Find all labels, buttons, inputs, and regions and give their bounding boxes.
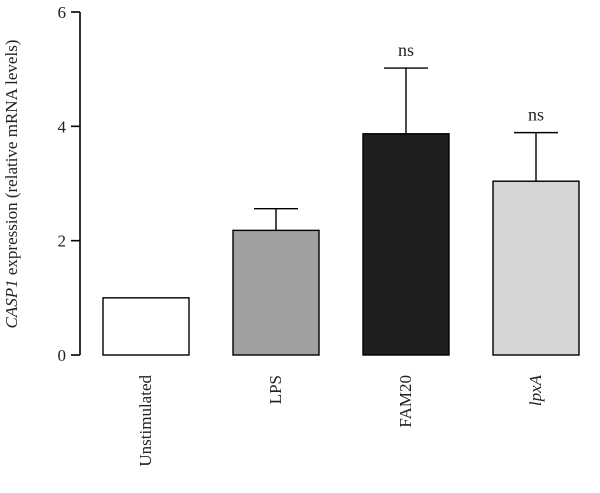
y-axis: 0 2 4 6 [58,3,81,365]
y-tick-label-4: 4 [58,117,67,136]
y-tick-label-0: 0 [58,346,67,365]
annotation-fam20: ns [398,40,414,60]
x-label-lpxa: lpxA [526,374,545,406]
bar-unstimulated [102,297,190,356]
bar-lpxa [492,180,580,356]
annotation-lpxa: ns [528,105,544,125]
x-label-fam20: FAM20 [396,375,415,428]
x-label-lps: LPS [266,375,285,404]
bars-group: ns ns [102,40,580,356]
bar-fam20 [362,133,450,356]
y-axis-label: CASP1 expression (relative mRNA levels) [2,40,21,329]
x-label-unstimulated: Unstimulated [136,375,155,467]
bar-lps [232,229,320,356]
x-axis-labels: Unstimulated LPS FAM20 lpxA [136,374,545,466]
y-tick-label-2: 2 [58,232,67,251]
y-tick-label-6: 6 [58,3,67,22]
